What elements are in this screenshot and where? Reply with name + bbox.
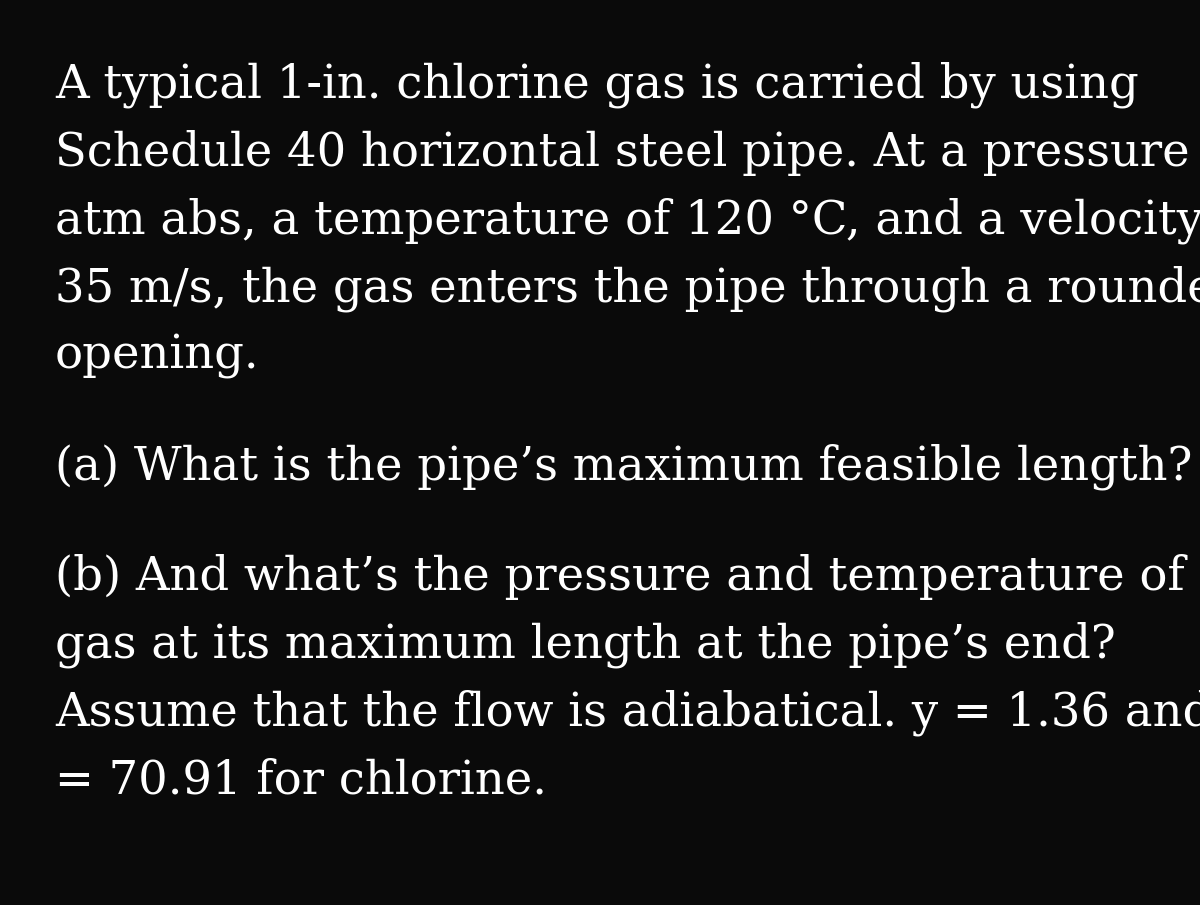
- Text: gas at its maximum length at the pipe’s end?: gas at its maximum length at the pipe’s …: [55, 622, 1116, 669]
- Text: (b) And what’s the pressure and temperature of the: (b) And what’s the pressure and temperat…: [55, 554, 1200, 600]
- Text: opening.: opening.: [55, 334, 259, 379]
- Text: A typical 1-in. chlorine gas is carried by using: A typical 1-in. chlorine gas is carried …: [55, 62, 1139, 109]
- Text: Schedule 40 horizontal steel pipe. At a pressure of 6: Schedule 40 horizontal steel pipe. At a …: [55, 130, 1200, 176]
- Text: = 70.91 for chlorine.: = 70.91 for chlorine.: [55, 758, 547, 804]
- Text: atm abs, a temperature of 120 °C, and a velocity of: atm abs, a temperature of 120 °C, and a …: [55, 198, 1200, 244]
- Text: Assume that the flow is adiabatical. y = 1.36 and M: Assume that the flow is adiabatical. y =…: [55, 690, 1200, 737]
- Text: 35 m/s, the gas enters the pipe through a rounded: 35 m/s, the gas enters the pipe through …: [55, 266, 1200, 312]
- Text: (a) What is the pipe’s maximum feasible length?: (a) What is the pipe’s maximum feasible …: [55, 444, 1193, 491]
